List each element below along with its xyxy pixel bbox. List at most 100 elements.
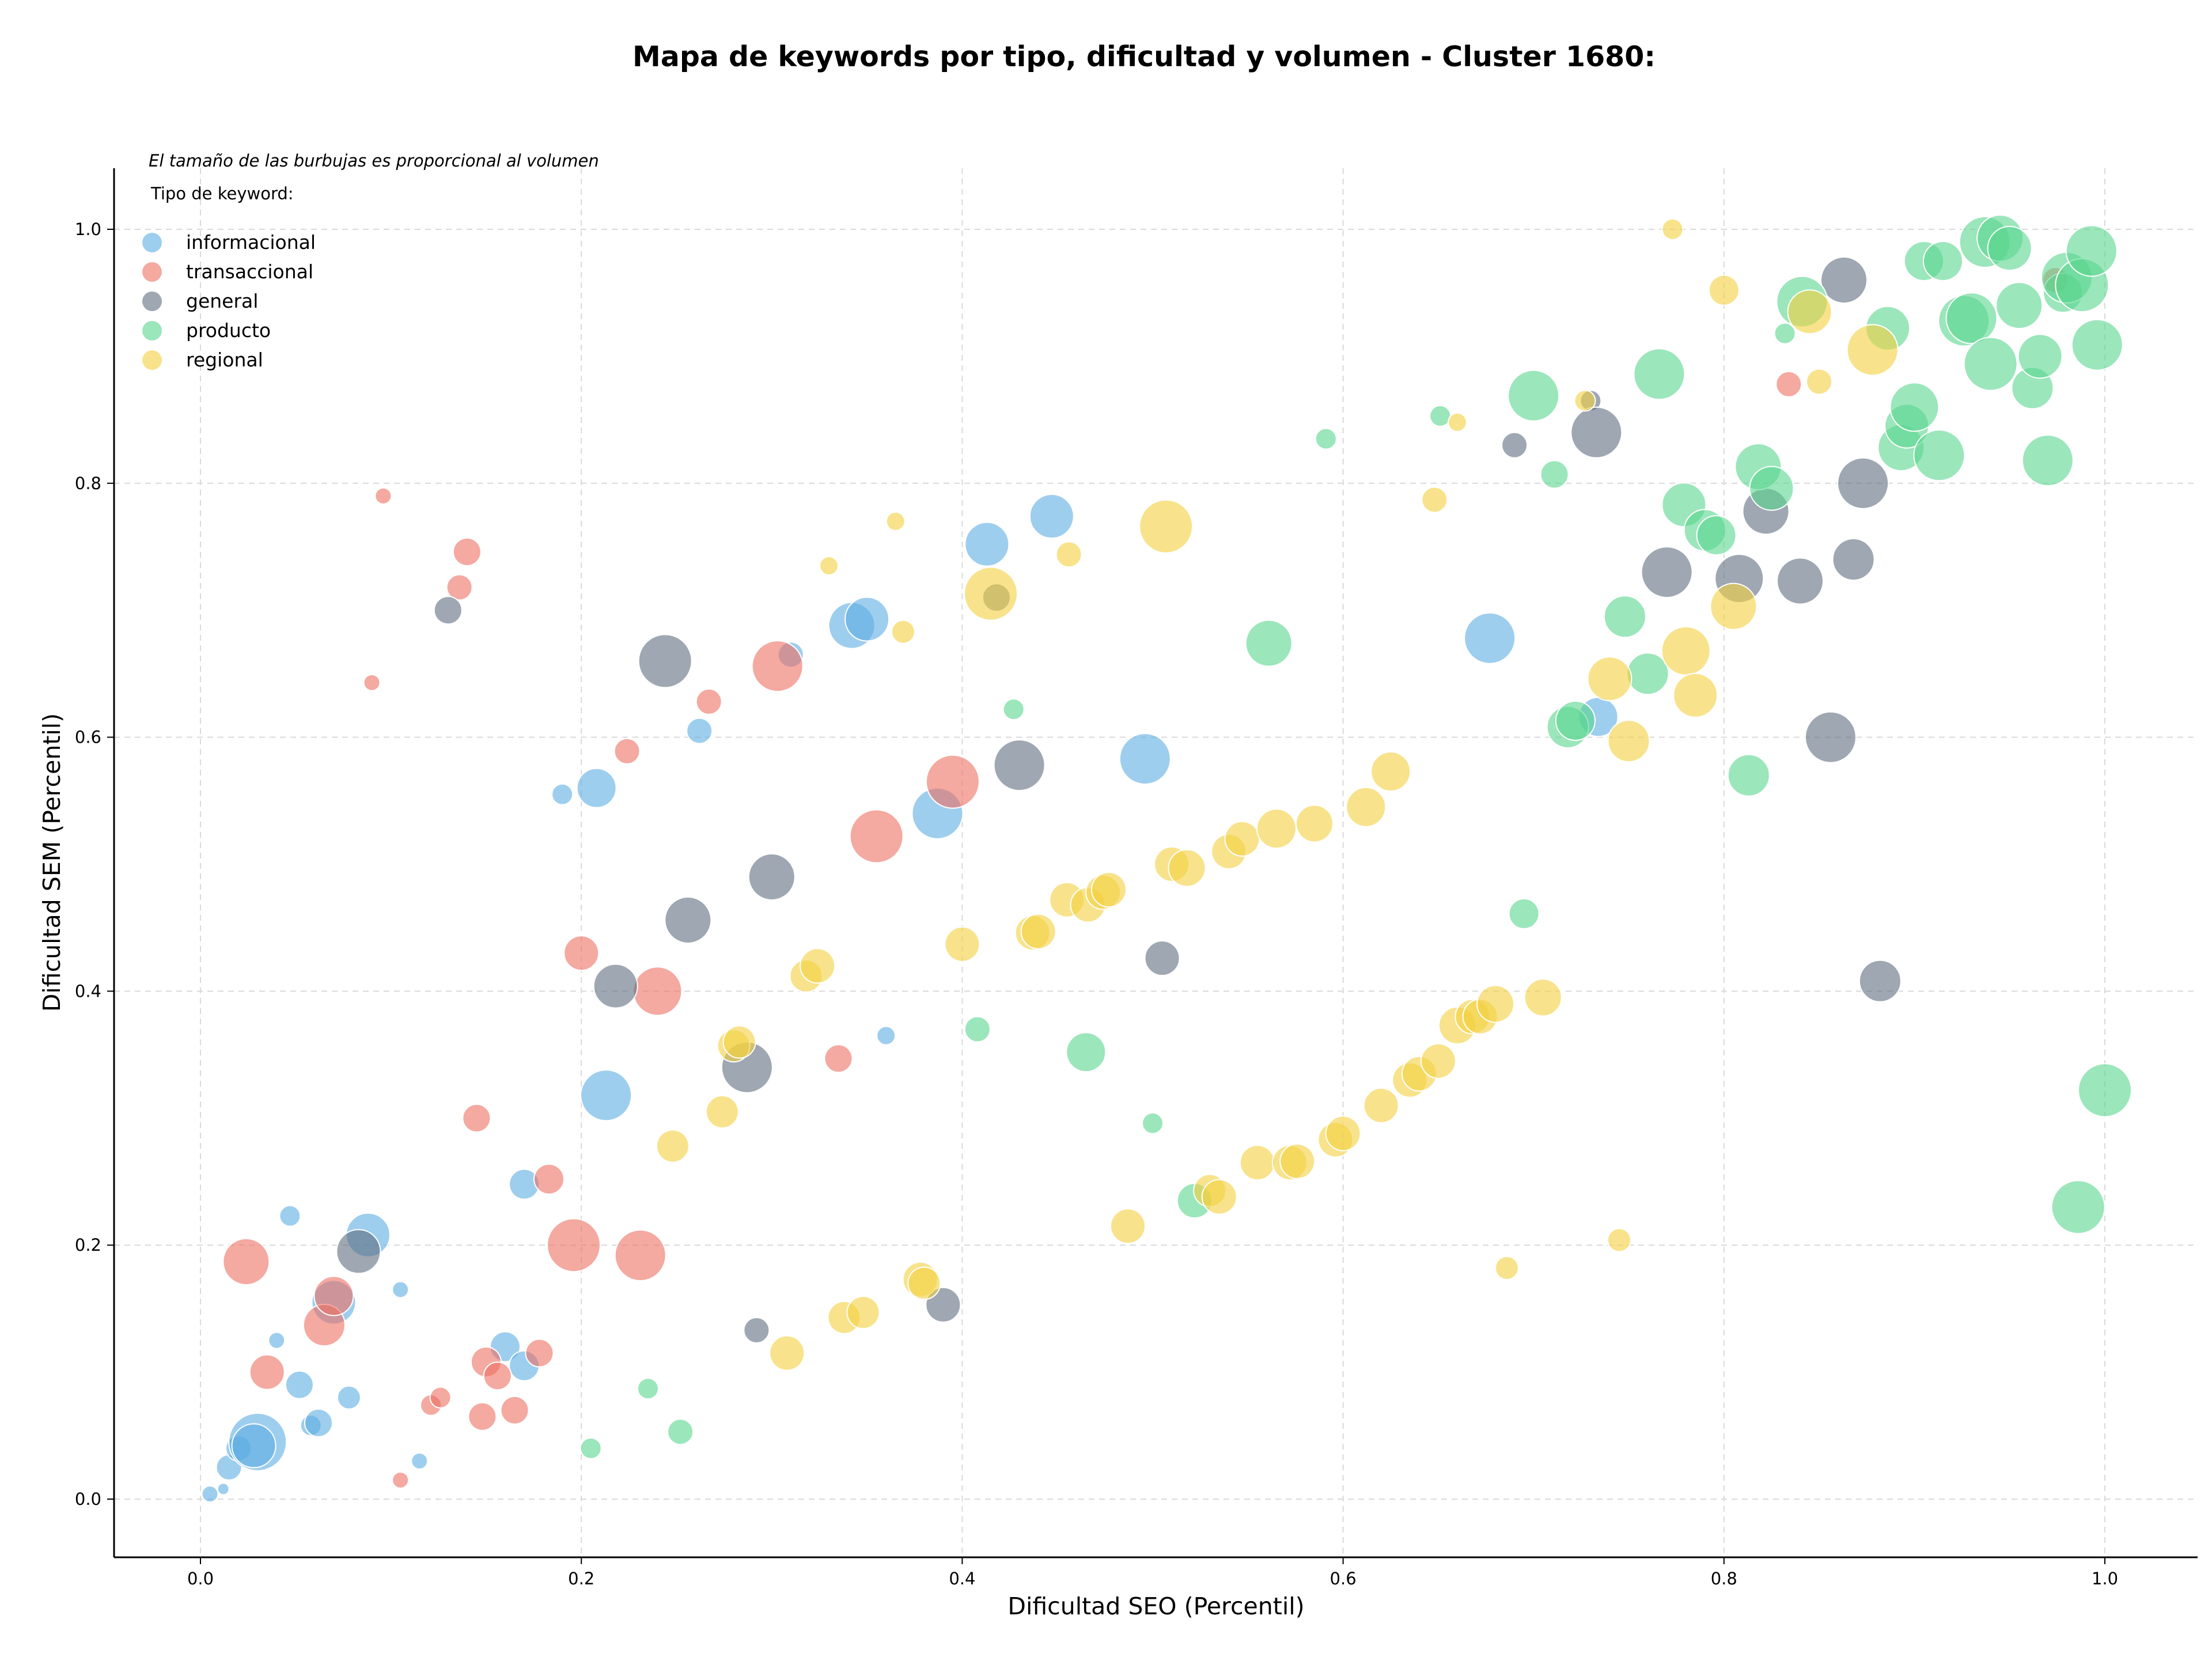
- bubble-producto-12: [1508, 369, 1560, 422]
- bubble-producto-4: [1002, 698, 1025, 721]
- legend-items: informacional transaccional general product…: [142, 231, 316, 371]
- bubble-informacional-21: [580, 1069, 632, 1122]
- bubble-regional-30: [1224, 820, 1260, 857]
- legend-label-producto: producto: [186, 319, 271, 342]
- bubble-transaccional-19: [563, 935, 600, 971]
- series-producto: [579, 214, 2132, 1459]
- bubble-regional-37: [1325, 1115, 1361, 1152]
- bubble-regional-53: [1587, 656, 1633, 702]
- bubble-regional-22: [1090, 872, 1127, 908]
- bubble-general-12: [1501, 432, 1528, 459]
- bubble-regional-55: [1607, 720, 1650, 763]
- bubble-producto-33: [1922, 241, 1963, 282]
- bubble-informacional-0: [201, 1485, 219, 1503]
- legend-label-transaccional: transaccional: [186, 260, 313, 283]
- bubble-producto-1: [637, 1378, 659, 1400]
- bubble-producto-35: [1945, 292, 1998, 345]
- bubble-transaccional-5: [374, 487, 392, 505]
- bubble-regional-0: [656, 1129, 690, 1163]
- bubble-transaccional-18: [546, 1218, 601, 1273]
- bubble-informacional-14: [392, 1281, 410, 1299]
- y-tick-label-0: 0.0: [75, 1489, 101, 1509]
- bubble-regional-9: [846, 1296, 880, 1330]
- bubble-informacional-31: [1464, 612, 1516, 664]
- bubble-transaccional-0: [222, 1238, 270, 1285]
- bubble-general-4: [664, 896, 712, 944]
- bubble-producto-25: [1774, 322, 1796, 345]
- bubble-transaccional-23: [695, 688, 722, 715]
- bubble-transaccional-9: [446, 574, 473, 601]
- bubble-informacional-26: [876, 1026, 896, 1046]
- bubble-general-0: [336, 1229, 381, 1274]
- bubble-regional-49: [1476, 985, 1515, 1023]
- bubble-transaccional-1: [249, 1354, 285, 1390]
- bubble-informacional-1: [217, 1482, 230, 1496]
- bubble-regional-10: [885, 511, 906, 531]
- bubble-producto-32: [1913, 429, 1965, 482]
- bubble-producto-11: [1508, 898, 1540, 929]
- bubble-producto-40: [1995, 282, 2043, 330]
- legend-marker-transaccional: [142, 262, 162, 282]
- bubble-regional-6: [800, 948, 836, 984]
- bubble-regional-59: [1708, 274, 1740, 306]
- y-axis-ticks: 0.0 0.2 0.4 0.6 0.8 1.0: [75, 220, 114, 1509]
- bubble-regional-23: [1110, 1208, 1146, 1244]
- bubble-regional-61: [1787, 289, 1832, 335]
- bubble-producto-47: [2065, 225, 2118, 277]
- series-regional: [656, 218, 1899, 1371]
- x-tick-label-1: 0.2: [568, 1569, 594, 1588]
- bubble-regional-58: [1673, 672, 1718, 718]
- bubble-regional-1: [705, 1095, 739, 1129]
- bubble-producto-48: [2071, 319, 2123, 371]
- bubble-transaccional-27: [925, 754, 980, 809]
- bubble-regional-44: [1420, 1043, 1456, 1079]
- series-informacional: [201, 494, 1619, 1503]
- bubble-informacional-8: [285, 1370, 314, 1399]
- bubble-producto-42: [2017, 334, 2063, 379]
- y-tick-label-2: 0.4: [75, 981, 101, 1001]
- bubble-transaccional-15: [500, 1395, 529, 1425]
- bubble-regional-14: [944, 926, 980, 962]
- bubble-producto-17: [1626, 652, 1669, 695]
- bubble-transaccional-4: [363, 674, 381, 691]
- chart-title: Mapa de keywords por tipo, dificultad y …: [632, 40, 1656, 73]
- bubble-regional-54: [1607, 1228, 1631, 1253]
- bubble-producto-39: [1987, 226, 2032, 271]
- bubble-regional-63: [1846, 324, 1899, 376]
- bubble-producto-22: [1727, 754, 1770, 797]
- bubble-regional-40: [1370, 751, 1411, 792]
- bubble-producto-5: [1066, 1032, 1107, 1073]
- bubble-regional-32: [1256, 808, 1297, 849]
- bubble-producto-15: [1555, 700, 1596, 741]
- bubble-transaccional-14: [483, 1361, 512, 1391]
- bubbles-layer: [201, 214, 2132, 1503]
- bubble-transaccional-11: [462, 1103, 491, 1133]
- bubble-transaccional-6: [392, 1471, 410, 1489]
- bubble-informacional-22: [686, 717, 713, 744]
- bubble-regional-50: [1494, 1255, 1519, 1280]
- bubble-general-19: [1804, 711, 1857, 763]
- bubble-transaccional-24: [751, 640, 804, 693]
- legend-label-regional: regional: [186, 349, 263, 371]
- bubble-informacional-5: [231, 1423, 276, 1469]
- series-transaccional: [222, 267, 2069, 1489]
- bubble-general-18: [1777, 557, 1824, 605]
- y-tick-label-4: 0.8: [75, 474, 101, 493]
- bubble-producto-24: [1749, 466, 1794, 511]
- legend-title: Tipo de keyword:: [150, 184, 294, 203]
- bubble-general-3: [638, 634, 692, 688]
- x-tick-label-3: 0.6: [1330, 1569, 1357, 1588]
- bubble-producto-49: [2051, 1180, 2105, 1235]
- bubble-informacional-28: [964, 521, 1010, 567]
- bubble-transaccional-28: [1775, 370, 1802, 398]
- bubble-regional-51: [1524, 978, 1562, 1017]
- bubble-transaccional-16: [525, 1338, 554, 1368]
- bubble-producto-16: [1603, 595, 1646, 638]
- bubble-producto-43: [2021, 434, 2074, 487]
- bubble-producto-37: [1963, 336, 2018, 391]
- bubble-transaccional-17: [533, 1163, 565, 1195]
- bubble-producto-6: [1142, 1112, 1164, 1134]
- legend: Tipo de keyword: informacional transaccio…: [142, 184, 316, 371]
